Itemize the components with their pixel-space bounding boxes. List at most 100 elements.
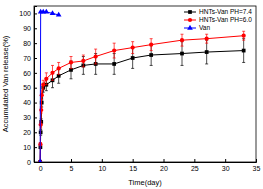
legend-item: HNTs-Van PH=6.0 — [184, 16, 252, 23]
y-tick-mark — [34, 28, 37, 29]
data-point — [81, 59, 85, 63]
legend-item: Van — [184, 24, 210, 31]
series-line — [40, 12, 59, 162]
x-tick-label: 30 — [222, 165, 230, 172]
markers — [37, 9, 61, 162]
y-tick: 50 — [23, 84, 37, 91]
y-tick-mark — [34, 117, 37, 118]
error-bar — [205, 40, 208, 64]
error-bar — [70, 57, 73, 69]
x-axis: 0 5 10 15 20 25 30 35 — [35, 159, 261, 172]
x-tick-mark — [256, 159, 257, 162]
x-tick-mark — [71, 159, 72, 162]
data-point — [94, 54, 98, 58]
data-point — [131, 56, 135, 60]
y-tick-mark — [34, 88, 37, 89]
y-tick-label: 40 — [23, 99, 31, 106]
data-point — [41, 83, 45, 87]
markers — [38, 34, 246, 162]
x-tick: 35 — [253, 159, 261, 172]
x-tick: 30 — [222, 159, 230, 172]
data-point — [112, 48, 116, 52]
x-tick: 20 — [160, 159, 168, 172]
data-point — [44, 77, 48, 81]
legend-label: HNTs-Van PH=7.4 — [199, 8, 252, 15]
x-tick: 15 — [129, 159, 137, 172]
plot-frame — [34, 6, 256, 162]
x-tick-mark — [133, 159, 134, 162]
error-bar — [57, 62, 60, 74]
y-tick: 100 — [19, 10, 37, 17]
markers — [38, 49, 245, 162]
data-point — [242, 34, 246, 38]
x-tick-mark — [102, 159, 103, 162]
y-tick: 40 — [23, 99, 37, 106]
y-tick-label: 100 — [19, 10, 31, 17]
x-tick-mark — [194, 159, 195, 162]
x-tick: 25 — [191, 159, 199, 172]
legend-item: HNTs-Van PH=7.4 — [184, 8, 252, 15]
error-bar — [51, 65, 54, 80]
data-point — [205, 37, 209, 41]
y-tick: 80 — [23, 40, 37, 47]
data-point — [50, 71, 54, 75]
y-tick-label: 50 — [23, 84, 31, 91]
error-bar — [242, 31, 245, 40]
data-point — [205, 50, 209, 54]
data-point — [39, 108, 43, 112]
data-point — [50, 10, 56, 15]
y-tick-label: 30 — [23, 114, 31, 121]
y-tick: 90 — [23, 25, 37, 32]
y-tick-mark — [34, 162, 37, 163]
y-tick-label: 70 — [23, 55, 31, 62]
plot-area — [37, 9, 245, 162]
chart: 051015202530350102030405060708090100Time… — [0, 0, 263, 189]
error-bar — [42, 80, 45, 89]
y-tick-label: 10 — [23, 144, 31, 151]
y-tick-label: 60 — [23, 70, 31, 77]
x-tick-label: 10 — [98, 165, 106, 172]
data-point — [131, 45, 135, 49]
error-bar — [82, 55, 85, 67]
y-tick-mark — [34, 13, 37, 14]
data-point — [149, 53, 153, 57]
x-tick: 10 — [98, 159, 106, 172]
x-tick-label: 0 — [39, 165, 43, 172]
y-tick-mark — [34, 147, 37, 148]
y-tick-label: 20 — [23, 129, 31, 136]
data-point — [37, 159, 43, 162]
data-point — [180, 38, 184, 42]
data-point — [69, 60, 73, 64]
data-point — [57, 66, 61, 70]
x-tick-mark — [225, 159, 226, 162]
x-tick: 5 — [70, 159, 74, 172]
y-tick-label: 80 — [23, 40, 31, 47]
y-tick-mark — [34, 103, 37, 104]
error-bar — [131, 42, 134, 54]
y-tick-mark — [34, 73, 37, 74]
legend-label: Van — [199, 24, 210, 31]
y-tick-mark — [34, 132, 37, 133]
data-point — [149, 43, 153, 47]
y-axis: 0 10 20 30 40 50 60 70 80 90 100 — [19, 7, 37, 166]
x-tick-label: 35 — [253, 165, 261, 172]
legend-label: HNTs-Van PH=6.0 — [199, 16, 252, 23]
y-tick: 20 — [23, 129, 37, 136]
y-tick: 0 — [27, 159, 37, 166]
error-bar — [205, 34, 208, 43]
error-bar — [94, 49, 97, 64]
error-bars — [39, 31, 246, 162]
error-bar — [181, 34, 184, 46]
error-bar — [70, 61, 73, 79]
y-tick-label: 0 — [27, 159, 31, 166]
y-tick: 30 — [23, 114, 37, 121]
y-axis-line — [35, 7, 38, 163]
y-tick-mark — [34, 43, 37, 44]
error-bar — [150, 39, 153, 51]
y-tick: 70 — [23, 55, 37, 62]
data-point — [56, 12, 62, 17]
x-tick-label: 25 — [191, 165, 199, 172]
data-point — [180, 52, 184, 56]
data-point — [112, 62, 116, 66]
x-tick-label: 5 — [70, 165, 74, 172]
